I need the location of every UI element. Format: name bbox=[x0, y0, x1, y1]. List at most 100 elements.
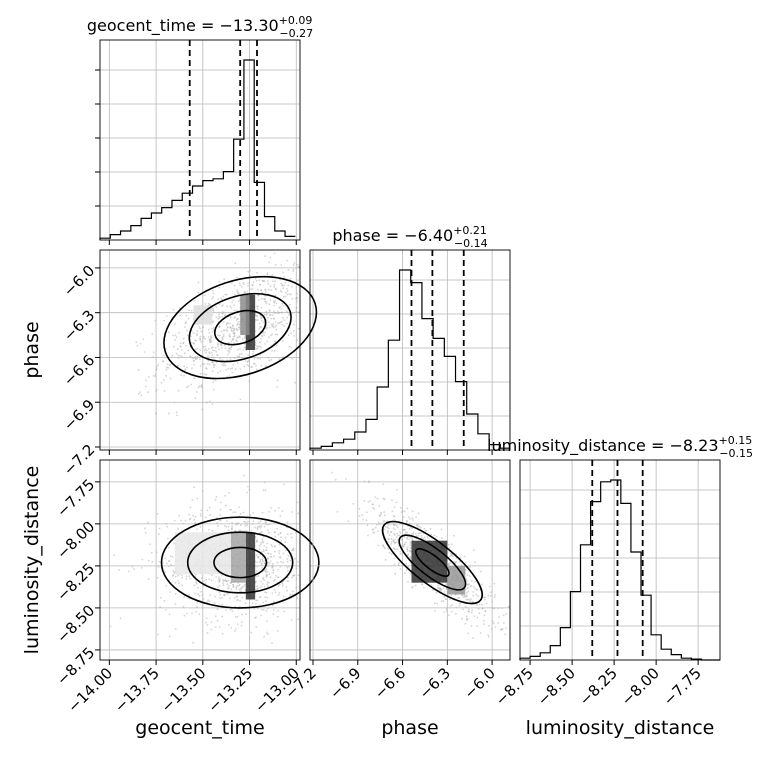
scatter-point bbox=[415, 532, 417, 535]
scatter-point bbox=[277, 610, 280, 612]
y-tick-label-phase: −6.3 bbox=[60, 306, 98, 344]
x-axis-label-geocent_time: geocent_time bbox=[135, 717, 264, 739]
scatter-point bbox=[392, 539, 395, 542]
scatter-point bbox=[280, 264, 283, 266]
scatter-point bbox=[382, 544, 385, 546]
scatter-point bbox=[258, 299, 260, 301]
scatter-point bbox=[262, 549, 265, 551]
scatter-point bbox=[259, 526, 262, 529]
scatter-point bbox=[183, 326, 186, 328]
scatter-point bbox=[234, 529, 237, 532]
scatter-point bbox=[275, 575, 277, 577]
scatter-point bbox=[149, 543, 152, 545]
scatter-point bbox=[500, 629, 502, 631]
scatter-point bbox=[443, 595, 446, 598]
scatter-point bbox=[200, 509, 203, 512]
scatter-point bbox=[263, 525, 266, 528]
scatter-point bbox=[260, 614, 262, 617]
scatter-point bbox=[468, 608, 470, 611]
scatter-point bbox=[290, 619, 293, 621]
scatter-point bbox=[260, 543, 262, 546]
scatter-point bbox=[226, 326, 229, 329]
x-axis-label-phase: phase bbox=[381, 717, 438, 739]
scatter-point bbox=[286, 533, 289, 536]
scatter-point bbox=[230, 316, 232, 319]
scatter-point bbox=[233, 335, 236, 338]
scatter-point bbox=[282, 271, 284, 274]
scatter-point bbox=[286, 589, 288, 592]
scatter-point bbox=[171, 354, 174, 357]
scatter-point bbox=[369, 500, 371, 502]
scatter-point bbox=[278, 592, 281, 594]
scatter-point bbox=[283, 483, 285, 486]
scatter-point bbox=[255, 599, 257, 602]
scatter-point bbox=[378, 514, 381, 517]
scatter-point bbox=[292, 590, 294, 593]
scatter-point bbox=[282, 356, 285, 358]
scatter-point bbox=[297, 512, 299, 515]
scatter-point bbox=[179, 345, 182, 348]
scatter-point bbox=[213, 326, 215, 329]
scatter-point bbox=[236, 362, 239, 364]
scatter-point bbox=[411, 517, 414, 519]
scatter-point bbox=[468, 598, 471, 601]
scatter-point bbox=[393, 557, 396, 560]
panel-frame bbox=[309, 459, 511, 661]
panel-frame bbox=[519, 459, 721, 661]
scatter-point bbox=[287, 284, 290, 287]
scatter-point bbox=[261, 557, 264, 560]
scatter-point bbox=[175, 411, 178, 414]
scatter-point bbox=[273, 580, 275, 582]
scatter-point bbox=[266, 563, 269, 566]
scatter-point bbox=[180, 574, 183, 577]
scatter-point bbox=[388, 534, 391, 537]
scatter-point bbox=[380, 522, 382, 525]
scatter-point bbox=[236, 584, 239, 587]
scatter-point bbox=[439, 588, 441, 591]
scatter-point bbox=[458, 604, 461, 607]
scatter-point bbox=[217, 345, 220, 348]
scatter-point bbox=[443, 591, 446, 593]
y-axis-label-phase: phase bbox=[21, 321, 43, 378]
scatter-point bbox=[256, 345, 258, 347]
scatter-point bbox=[247, 365, 250, 367]
scatter-point bbox=[442, 587, 445, 589]
scatter-point bbox=[334, 478, 337, 481]
scatter-point bbox=[196, 355, 199, 358]
scatter-point bbox=[392, 527, 395, 529]
x-tick-label-geocent_time: −13.25 bbox=[204, 664, 256, 716]
scatter-point bbox=[293, 262, 296, 264]
scatter-point bbox=[362, 518, 364, 521]
scatter-point bbox=[279, 556, 281, 558]
scatter-point bbox=[259, 553, 262, 556]
scatter-point bbox=[273, 252, 276, 255]
scatter-point bbox=[211, 403, 214, 405]
scatter-point bbox=[275, 288, 277, 291]
scatter-point bbox=[231, 525, 234, 527]
scatter-point bbox=[394, 542, 396, 545]
scatter-point bbox=[411, 510, 414, 513]
scatter-point bbox=[407, 581, 409, 583]
scatter-point bbox=[276, 310, 279, 313]
scatter-point bbox=[289, 593, 292, 596]
scatter-point bbox=[256, 315, 258, 317]
scatter-point bbox=[271, 333, 274, 336]
scatter-point bbox=[296, 292, 298, 295]
scatter-point bbox=[358, 508, 361, 510]
scatter-point bbox=[185, 314, 188, 317]
scatter-point bbox=[491, 607, 494, 610]
scatter-point bbox=[157, 364, 160, 366]
scatter-point bbox=[270, 553, 272, 556]
scatter-point bbox=[293, 574, 296, 577]
scatter-point bbox=[347, 520, 350, 523]
scatter-point bbox=[295, 306, 298, 309]
scatter-point bbox=[260, 306, 263, 309]
scatter-point bbox=[242, 349, 245, 351]
scatter-point bbox=[383, 511, 386, 514]
scatter-point bbox=[291, 549, 294, 552]
scatter-point bbox=[208, 600, 211, 603]
scatter-point bbox=[284, 295, 287, 298]
scatter-point bbox=[502, 614, 505, 617]
scatter-point bbox=[240, 587, 243, 589]
scatter-point bbox=[260, 326, 262, 329]
